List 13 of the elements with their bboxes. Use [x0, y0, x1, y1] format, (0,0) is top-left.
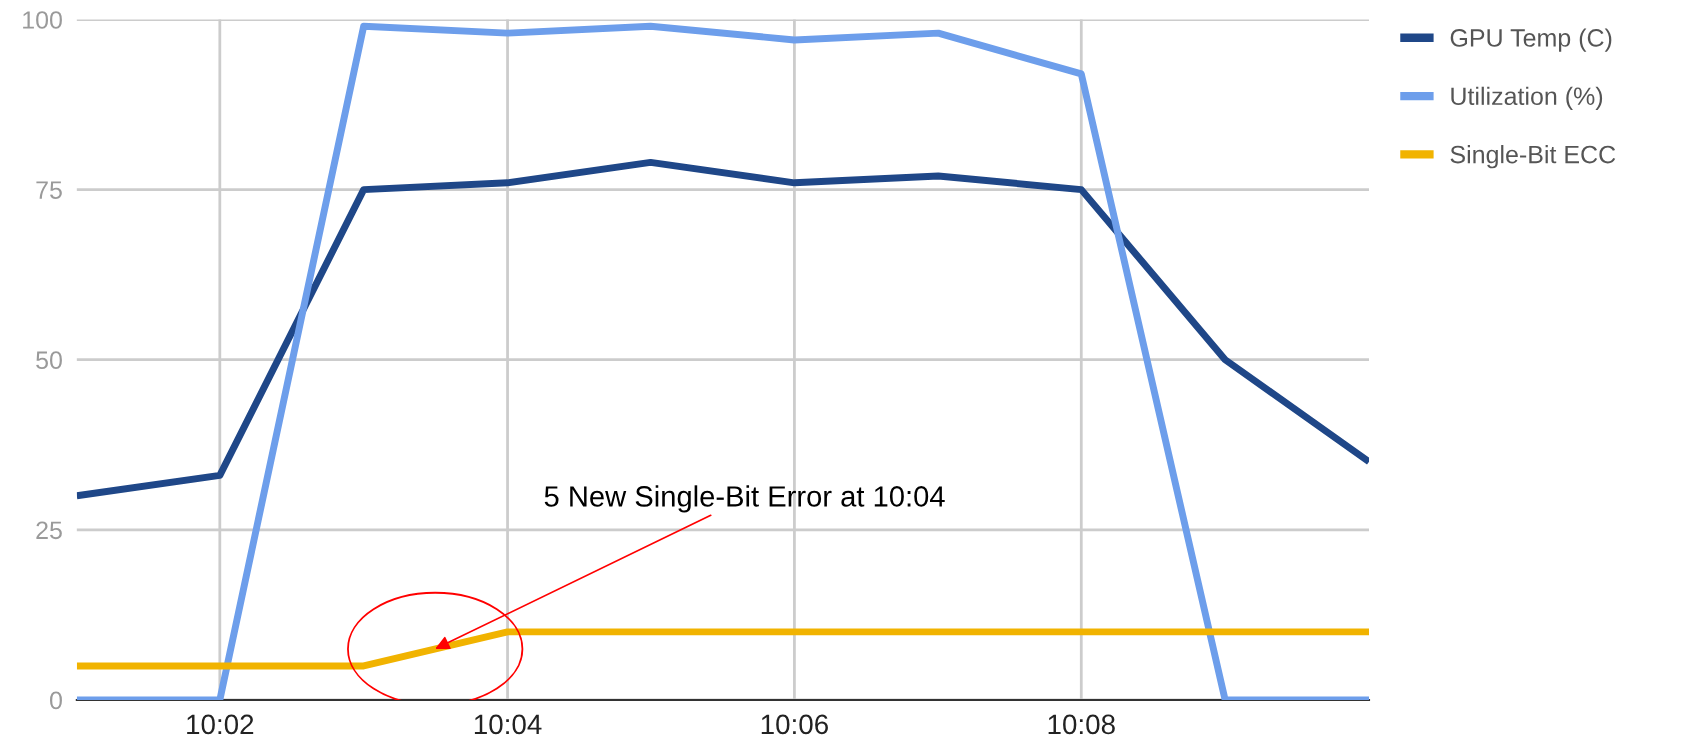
y-tick-label: 100: [23, 11, 62, 29]
y-tick-label: 0: [50, 691, 62, 710]
y-tick-label: 50: [36, 351, 62, 370]
x-tick-label: 10:02: [187, 714, 254, 735]
legend-label: Single-Bit ECC: [1450, 145, 1616, 169]
x-tick-label: 10:04: [474, 714, 542, 735]
annotation: 5 New Single-Bit Error at 10:04: [544, 485, 945, 513]
legend-label: Utilization (%): [1451, 86, 1603, 111]
x-tick-label: 10:08: [1048, 714, 1115, 735]
y-tick-label: 25: [36, 521, 62, 540]
legend-label: GPU Temp (C): [1450, 28, 1612, 52]
y-tick-label: 75: [36, 181, 62, 199]
x-tick-label: 10:06: [761, 714, 828, 735]
